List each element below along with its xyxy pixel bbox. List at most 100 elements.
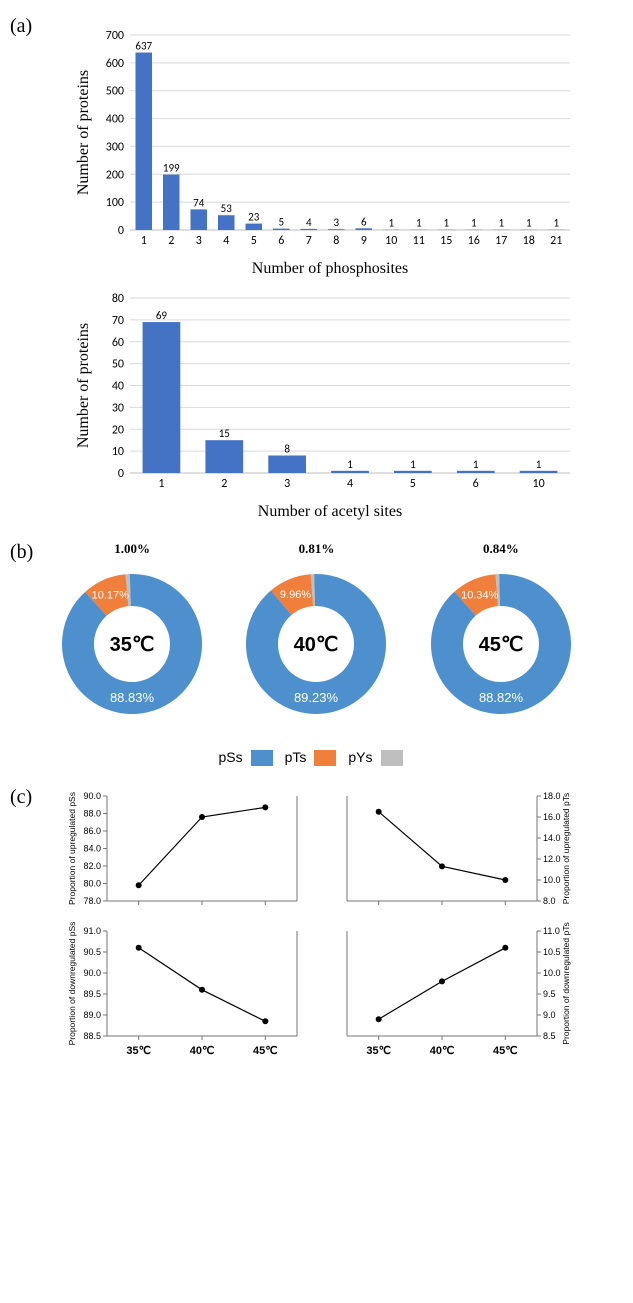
panel-c-label: (c) — [10, 786, 32, 809]
svg-text:1: 1 — [526, 217, 532, 230]
svg-text:4: 4 — [223, 234, 229, 248]
svg-text:10: 10 — [385, 234, 397, 248]
svg-text:1: 1 — [141, 234, 147, 248]
svg-text:30: 30 — [112, 401, 124, 415]
svg-text:8: 8 — [284, 443, 290, 456]
svg-text:199: 199 — [163, 162, 180, 175]
svg-text:Proportion of upregulated pTs: Proportion of upregulated pTs — [561, 793, 571, 905]
svg-text:6: 6 — [473, 477, 479, 491]
svg-text:78.0: 78.0 — [83, 896, 101, 906]
svg-text:45℃: 45℃ — [478, 634, 523, 656]
svg-text:5: 5 — [410, 477, 416, 491]
svg-text:200: 200 — [106, 168, 124, 182]
panel-c: (c) 78.080.082.084.086.088.090.0Proporti… — [40, 786, 593, 1106]
svg-text:11.0: 11.0 — [543, 926, 560, 936]
legend-label: pSs — [218, 749, 242, 765]
svg-text:17: 17 — [495, 234, 507, 248]
svg-text:74: 74 — [193, 196, 205, 209]
svg-text:Number of proteins: Number of proteins — [75, 323, 92, 448]
svg-text:10: 10 — [532, 477, 544, 491]
svg-text:40℃: 40℃ — [429, 1045, 454, 1057]
svg-text:5: 5 — [251, 234, 257, 248]
svg-text:53: 53 — [221, 202, 233, 215]
svg-text:70: 70 — [112, 314, 124, 328]
donut-chart: 10.34% 88.82% 45℃ — [416, 559, 586, 729]
svg-text:4: 4 — [347, 477, 353, 491]
svg-text:50: 50 — [112, 358, 124, 372]
svg-text:3: 3 — [333, 216, 339, 229]
panel-b: (b) 1.00%10.17%88.83%35℃0.81%9.96%89.23%… — [40, 541, 593, 766]
svg-text:10: 10 — [112, 445, 124, 459]
panel-a: (a) 0100200300400500600700Number of prot… — [40, 20, 593, 521]
legend-label: pTs — [285, 749, 307, 765]
svg-text:700: 700 — [106, 29, 124, 43]
svg-text:9.96%: 9.96% — [280, 589, 311, 601]
svg-text:9.5: 9.5 — [543, 989, 556, 999]
svg-text:0: 0 — [118, 467, 124, 481]
svg-text:6: 6 — [361, 215, 367, 228]
svg-text:7: 7 — [306, 234, 312, 248]
svg-text:88.82%: 88.82% — [479, 690, 524, 705]
legend-swatch — [251, 750, 273, 766]
svg-text:600: 600 — [106, 57, 124, 71]
svg-text:8: 8 — [333, 234, 339, 248]
svg-text:1: 1 — [416, 217, 422, 230]
svg-text:Proportion of downregulated pT: Proportion of downregulated pTs — [561, 923, 571, 1045]
svg-text:86.0: 86.0 — [83, 826, 101, 836]
svg-text:10.34%: 10.34% — [461, 589, 499, 601]
svg-text:69: 69 — [156, 309, 168, 322]
svg-text:Number of proteins: Number of proteins — [75, 70, 92, 195]
legend-swatch — [381, 750, 403, 766]
svg-text:14.0: 14.0 — [543, 833, 561, 843]
svg-text:15: 15 — [440, 234, 452, 248]
svg-text:80: 80 — [112, 292, 124, 306]
svg-text:6: 6 — [278, 234, 284, 248]
svg-text:15: 15 — [219, 427, 230, 440]
svg-text:8.5: 8.5 — [543, 1031, 556, 1041]
svg-text:18.0: 18.0 — [543, 791, 561, 801]
svg-text:45℃: 45℃ — [253, 1045, 278, 1057]
acetyl-xlabel: Number of acetyl sites — [70, 503, 590, 521]
svg-text:3: 3 — [196, 234, 202, 248]
donut-row: 1.00%10.17%88.83%35℃0.81%9.96%89.23%40℃0… — [40, 541, 593, 734]
legend-label: pYs — [348, 749, 372, 765]
svg-text:2: 2 — [168, 234, 174, 248]
donut-chart: 9.96%89.23%40℃ — [231, 559, 401, 729]
svg-text:16.0: 16.0 — [543, 812, 561, 822]
svg-text:1: 1 — [388, 217, 394, 230]
svg-text:500: 500 — [106, 85, 124, 99]
svg-text:90.0: 90.0 — [83, 968, 101, 978]
svg-text:400: 400 — [106, 113, 124, 127]
svg-text:20: 20 — [112, 423, 124, 437]
svg-text:2: 2 — [221, 477, 227, 491]
svg-text:1: 1 — [410, 458, 416, 471]
svg-text:35℃: 35℃ — [366, 1045, 391, 1057]
svg-text:Proportion of downregulated pS: Proportion of downregulated pSs — [67, 922, 77, 1046]
svg-text:10.5: 10.5 — [543, 947, 561, 957]
legend-swatch — [314, 750, 336, 766]
svg-text:1: 1 — [536, 458, 542, 471]
svg-text:9: 9 — [361, 234, 367, 248]
svg-text:35℃: 35℃ — [110, 634, 155, 656]
svg-text:5: 5 — [278, 216, 284, 229]
svg-text:90.0: 90.0 — [83, 791, 101, 801]
svg-text:Proportion of upregulated pSs: Proportion of upregulated pSs — [67, 792, 77, 905]
svg-text:40℃: 40℃ — [294, 634, 339, 656]
svg-text:88.0: 88.0 — [83, 809, 101, 819]
svg-text:1: 1 — [498, 217, 504, 230]
svg-text:40℃: 40℃ — [189, 1045, 214, 1057]
svg-text:18: 18 — [523, 234, 535, 248]
svg-text:12.0: 12.0 — [543, 854, 561, 864]
phosphosites-bar-chart: 0100200300400500600700Number of proteins… — [70, 20, 590, 260]
svg-text:9.0: 9.0 — [543, 1010, 556, 1020]
donut-chart: 10.17%88.83%35℃ — [47, 559, 217, 729]
svg-text:1: 1 — [553, 217, 559, 230]
svg-text:60: 60 — [112, 336, 124, 350]
svg-text:300: 300 — [106, 140, 124, 154]
svg-text:82.0: 82.0 — [83, 861, 101, 871]
acetyl-bar-chart: 01020304050607080Number of proteins69115… — [70, 283, 590, 503]
svg-text:3: 3 — [284, 477, 290, 491]
donut-top-label: 1.00% — [47, 541, 217, 557]
svg-text:1: 1 — [471, 217, 477, 230]
svg-text:21: 21 — [550, 234, 562, 248]
